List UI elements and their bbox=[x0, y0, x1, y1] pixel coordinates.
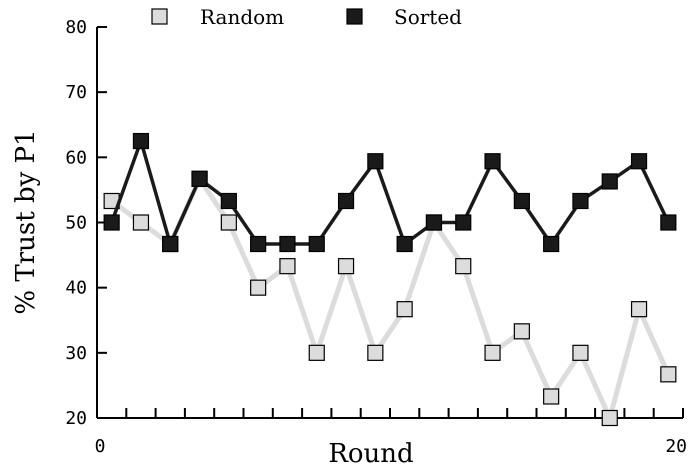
data-point bbox=[572, 192, 589, 210]
legend-item-random: Random bbox=[151, 5, 284, 29]
y-tick-label: 80 bbox=[65, 17, 87, 38]
y-tick-label: 60 bbox=[65, 147, 87, 168]
data-point bbox=[308, 235, 325, 253]
data-point bbox=[220, 214, 237, 231]
legend: Random Sorted bbox=[151, 5, 462, 29]
y-tick-label: 70 bbox=[65, 82, 87, 103]
y-tick-label: 40 bbox=[65, 278, 87, 299]
data-point bbox=[513, 323, 530, 340]
data-point bbox=[162, 235, 179, 253]
y-tick-label: 20 bbox=[65, 408, 87, 429]
data-point bbox=[484, 344, 501, 361]
data-point bbox=[660, 366, 677, 383]
data-point bbox=[220, 192, 237, 210]
data-point bbox=[543, 235, 560, 253]
series-line bbox=[110, 135, 670, 250]
data-point bbox=[396, 235, 413, 253]
data-point bbox=[132, 132, 150, 150]
legend-marker bbox=[346, 8, 363, 25]
data-point bbox=[455, 214, 472, 231]
x-tick-label: 20 bbox=[665, 436, 687, 457]
data-point bbox=[630, 153, 648, 170]
axes: 20 30 40 50 60 70 80 0 20 bbox=[65, 17, 687, 457]
y-tick-label: 30 bbox=[65, 343, 87, 364]
series-line bbox=[110, 173, 671, 426]
series-sorted bbox=[103, 132, 677, 253]
data-point bbox=[601, 409, 618, 427]
data-point bbox=[484, 153, 501, 170]
data-point bbox=[572, 344, 589, 361]
data-point bbox=[630, 301, 648, 318]
x-axis-title: Round bbox=[328, 439, 413, 469]
data-point bbox=[103, 214, 120, 231]
x-tick-label: 0 bbox=[95, 436, 106, 457]
data-point bbox=[250, 279, 267, 296]
y-tick-label: 50 bbox=[65, 213, 87, 234]
data-point bbox=[279, 235, 296, 253]
data-point bbox=[250, 235, 267, 253]
data-point bbox=[367, 344, 384, 361]
data-point bbox=[132, 214, 150, 231]
data-point bbox=[660, 214, 677, 231]
y-axis-title: % Trust by P1 bbox=[11, 129, 41, 314]
data-point bbox=[543, 388, 560, 405]
series-layer bbox=[103, 132, 677, 427]
data-point bbox=[396, 301, 413, 318]
data-point bbox=[367, 153, 384, 170]
series-random bbox=[103, 170, 677, 427]
legend-label: Random bbox=[200, 5, 284, 29]
data-point bbox=[191, 170, 208, 187]
data-point bbox=[601, 173, 618, 190]
data-point bbox=[513, 192, 530, 210]
data-point bbox=[455, 258, 472, 275]
data-point bbox=[308, 344, 325, 361]
data-point bbox=[337, 192, 355, 210]
legend-item-sorted: Sorted bbox=[346, 5, 462, 29]
legend-marker bbox=[151, 8, 168, 25]
data-point bbox=[279, 258, 296, 275]
data-point bbox=[425, 214, 443, 231]
legend-label: Sorted bbox=[394, 5, 462, 29]
data-point bbox=[337, 258, 355, 275]
